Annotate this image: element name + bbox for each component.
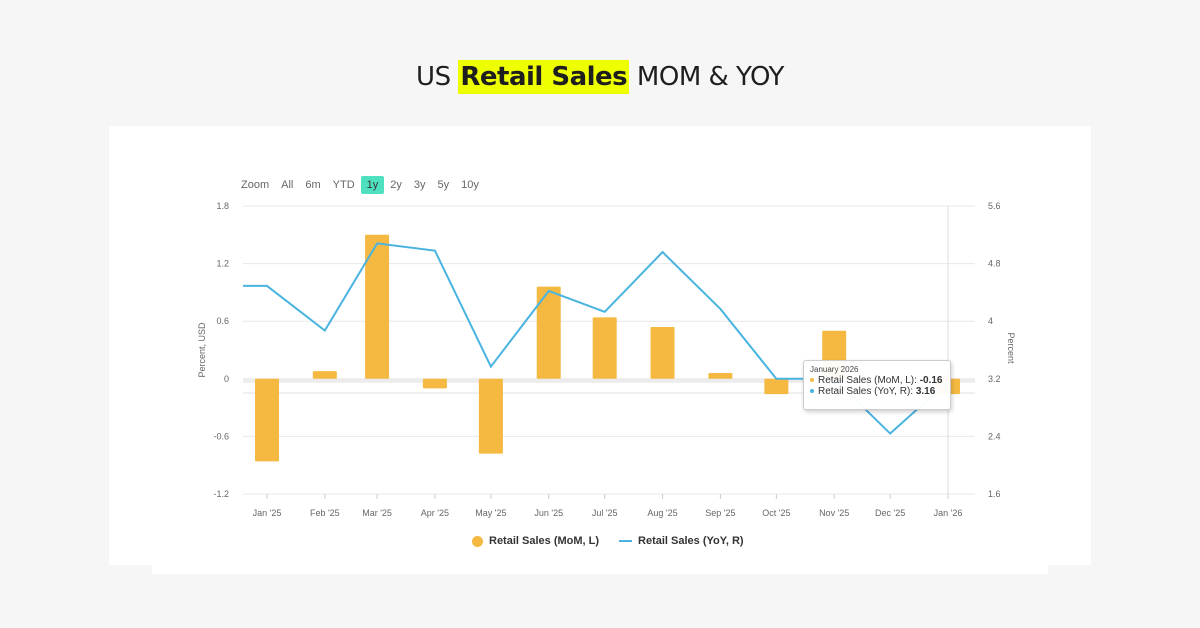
bar-mom [422,378,447,389]
tooltip-row-mom: Retail Sales (MoM, L): -0.16 [810,375,944,386]
zoom-3y-button[interactable]: 3y [413,179,426,191]
x-tick-label: Jun '25 [534,508,563,518]
x-tick-label: Aug '25 [647,508,677,518]
x-tick-label: Nov '25 [819,508,849,518]
x-tick-label: Sep '25 [705,508,735,518]
x-tick-label: Mar '25 [362,508,392,518]
title-prefix: US [416,62,451,92]
left-tick-label: 0 [224,374,229,384]
title-suffix: MOM & YOY [636,62,785,92]
bar-mom [764,378,789,395]
yoy-dot-icon [810,389,814,394]
right-tick-label: 3.2 [988,374,1001,384]
tooltip-mom-label: Retail Sales (MoM, L): [818,375,920,386]
zoom-label: Zoom [241,179,270,191]
legend-mom[interactable]: Retail Sales (MoM, L) [489,535,600,547]
right-tick-label: 2.4 [988,431,1001,441]
right-tick-label: 5.6 [988,201,1001,211]
zero-band [243,378,975,383]
bar-mom [650,326,675,379]
left-tick-label: 0.6 [216,316,229,326]
tooltip-mom-value: -0.16 [919,375,943,386]
bar-mom [478,378,503,454]
x-tick-label: Jan '26 [934,508,963,518]
chart-card-shadow [152,560,1048,574]
legend-mom-marker-icon [472,535,483,547]
page-title: US Retail Sales MOM & YOY [0,60,1200,94]
bar-mom [255,378,279,462]
bar-mom [592,317,617,379]
tooltip-yoy-value: 3.16 [915,386,936,397]
x-tick-label: Oct '25 [762,508,790,518]
zoom-ytd-button[interactable]: YTD [332,179,355,191]
tooltip-date: January 2026 [810,365,859,374]
x-tick-label: Feb '25 [310,508,340,518]
legend-yoy-marker-icon [619,540,633,542]
x-tick-label: Dec '25 [875,508,905,518]
right-tick-label: 1.6 [988,489,1001,499]
bar-mom [708,373,733,379]
zoom-10y-button[interactable]: 10y [461,179,479,191]
zoom-2y-button[interactable]: 2y [390,179,402,191]
zoom-selector: Zoom All 6m YTD 1y 2y 3y 5y 10y [241,176,485,194]
right-axis-title: Percent [1006,332,1016,364]
right-tick-label: 4.8 [988,259,1001,269]
tooltip-row-yoy: Retail Sales (YoY, R): 3.16 [810,386,944,397]
tooltip-yoy-label: Retail Sales (YoY, R): [818,386,916,397]
title-highlight: Retail Sales [458,60,630,94]
x-tick-label: Apr '25 [421,508,449,518]
bar-mom [365,234,390,379]
zoom-6m-button[interactable]: 6m [305,179,321,191]
zoom-1y-button[interactable]: 1y [360,176,385,194]
left-tick-label: 1.8 [216,201,229,211]
right-tick-label: 4 [988,316,993,326]
left-axis-title: Percent, USD [197,322,207,378]
x-tick-label: Jan '25 [253,508,282,518]
x-tick-label: Jul '25 [592,508,618,518]
left-tick-label: -1.2 [213,489,229,499]
mom-dot-icon [810,378,814,383]
zoom-5y-button[interactable]: 5y [437,179,450,191]
tooltip: January 2026 Retail Sales (MoM, L): -0.1… [803,360,951,410]
bar-mom [536,286,561,379]
left-tick-label: -0.6 [213,431,229,441]
zoom-all-button[interactable]: All [281,179,294,191]
left-tick-label: 1.2 [216,259,229,269]
legend: Retail Sales (MoM, L) Retail Sales (YoY,… [472,535,744,547]
x-tick-label: May '25 [475,508,506,518]
bar-mom [312,371,337,379]
legend-yoy[interactable]: Retail Sales (YoY, R) [638,535,744,547]
